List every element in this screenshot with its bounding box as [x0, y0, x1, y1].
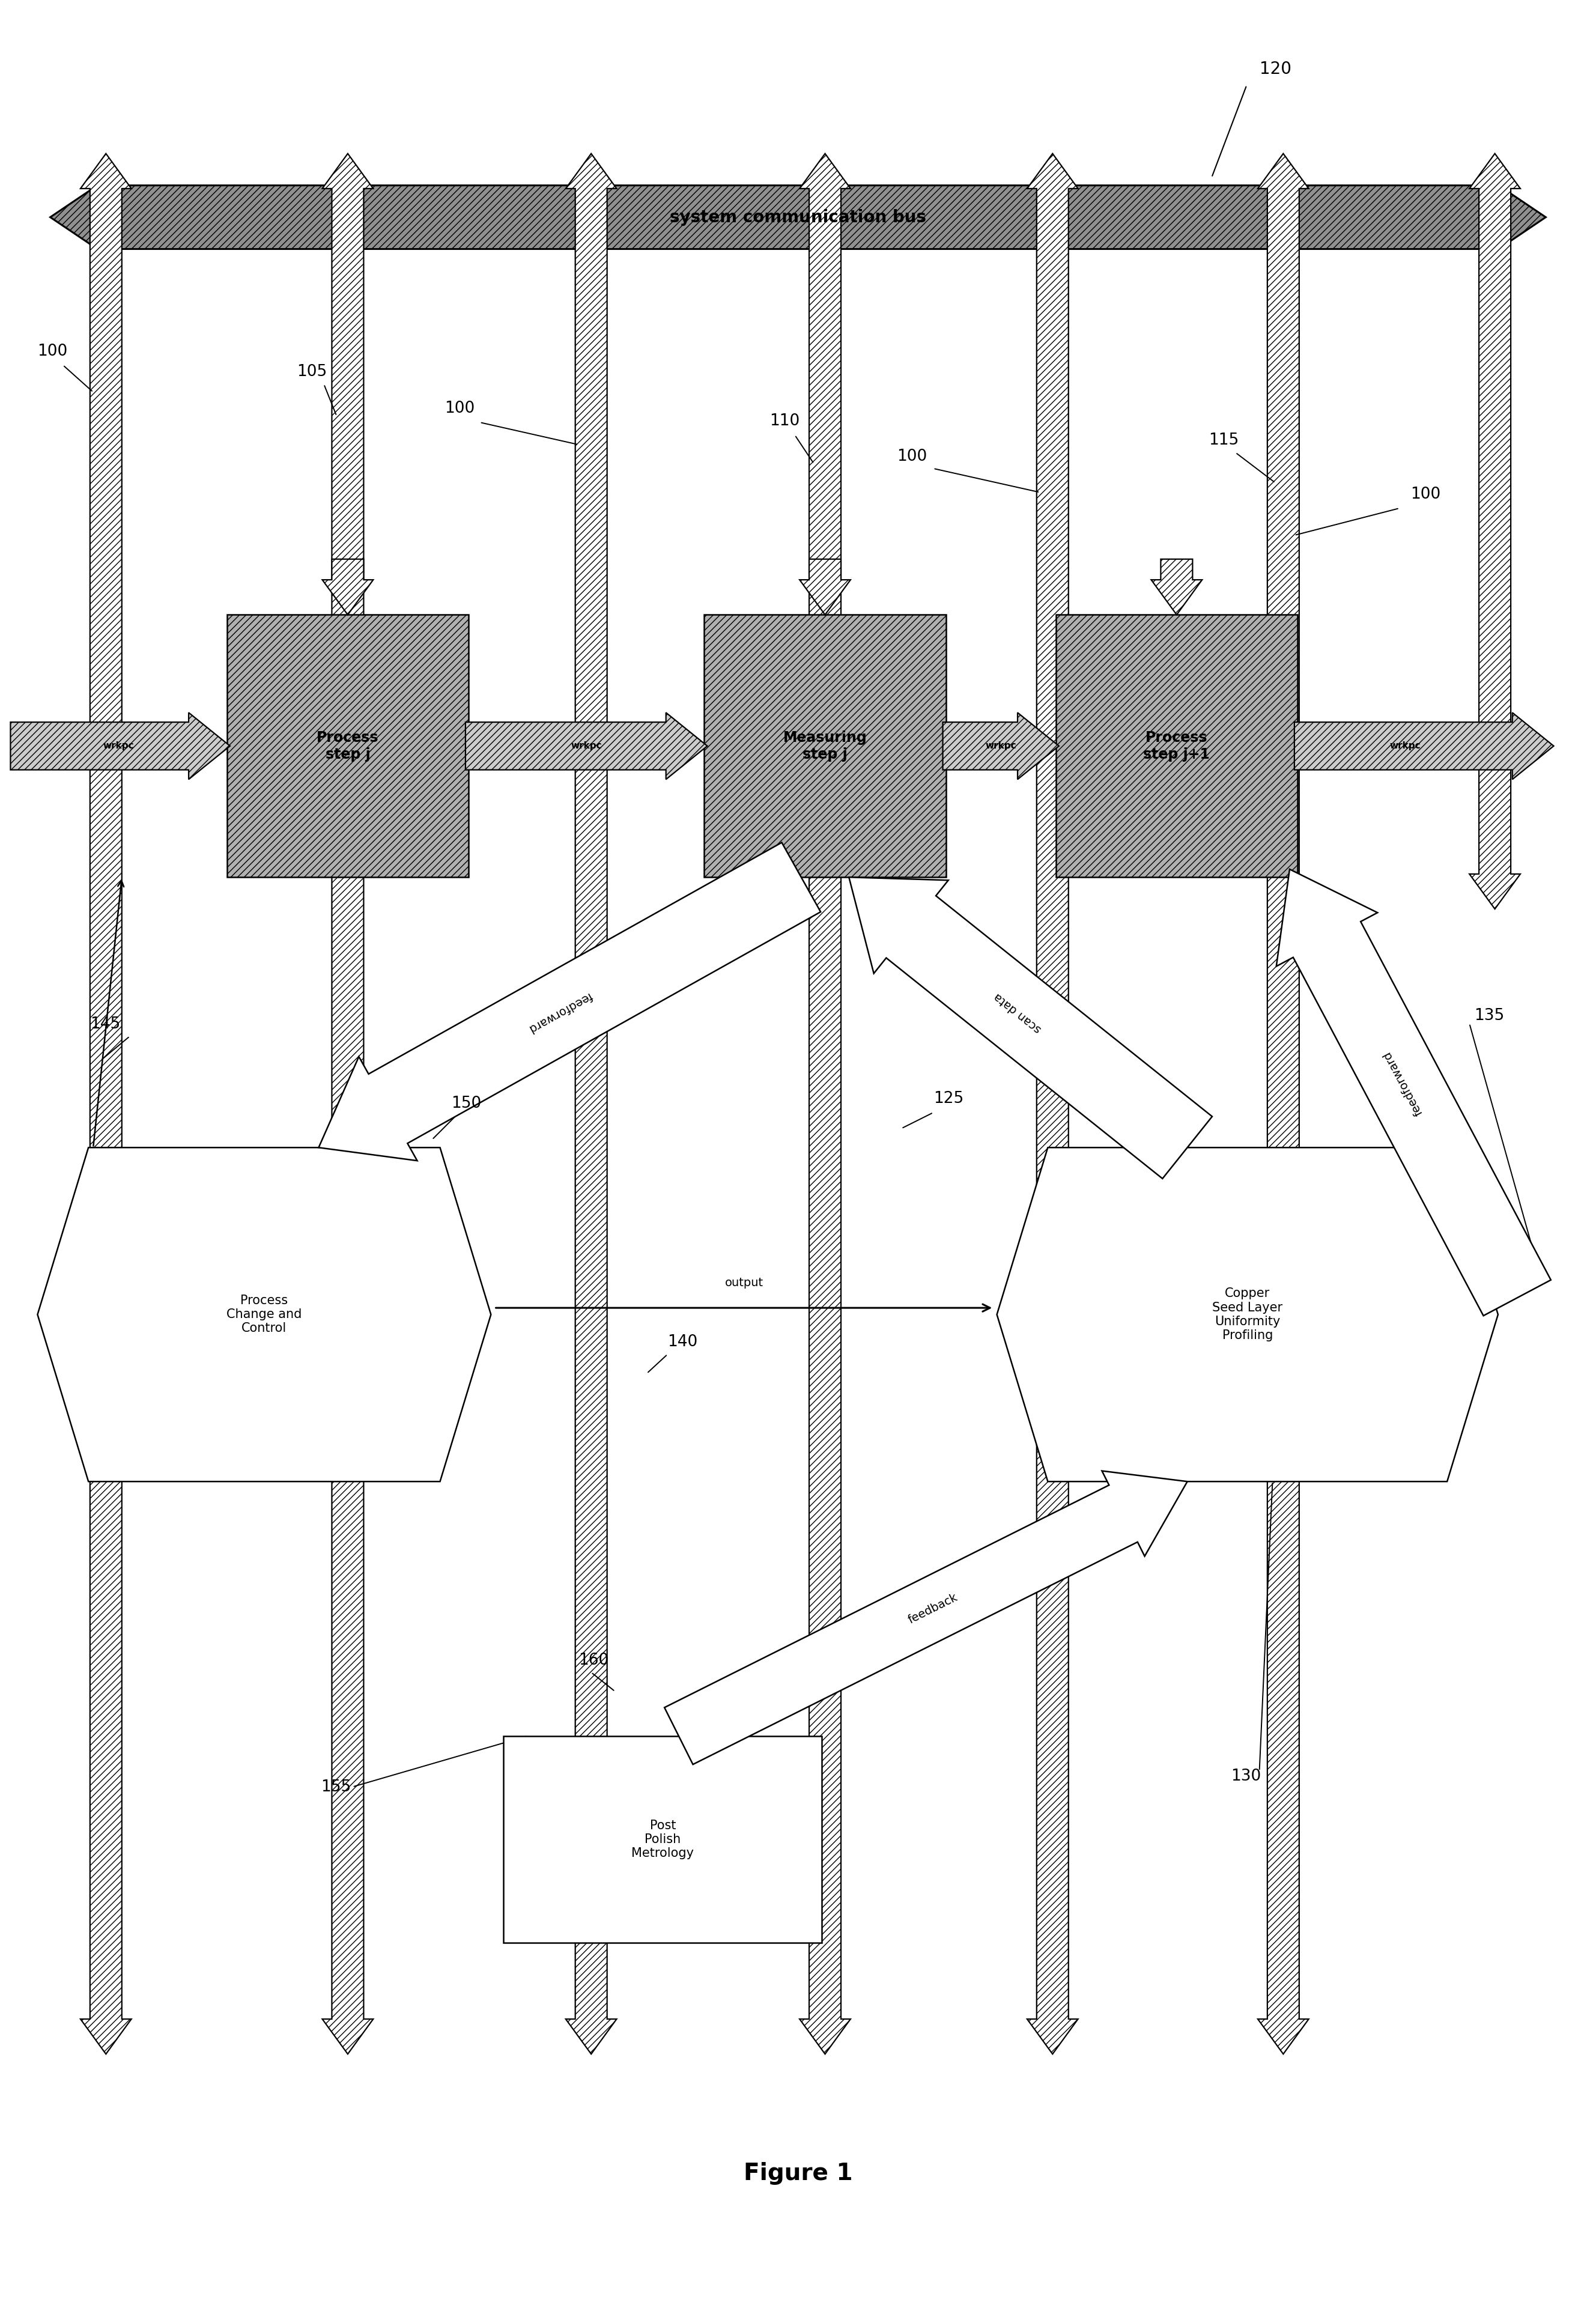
- Text: 100: 100: [445, 400, 476, 416]
- Text: wrkpc: wrkpc: [571, 742, 602, 751]
- Text: Process
step j+1: Process step j+1: [1143, 730, 1210, 763]
- Polygon shape: [849, 878, 1211, 1179]
- Polygon shape: [49, 173, 1547, 261]
- Text: 125: 125: [934, 1091, 964, 1107]
- Polygon shape: [1151, 559, 1202, 615]
- Text: system communication bus: system communication bus: [670, 208, 926, 226]
- Text: wrkpc: wrkpc: [104, 742, 134, 751]
- Polygon shape: [37, 1149, 492, 1481]
- Text: Process
Change and
Control: Process Change and Control: [227, 1294, 302, 1333]
- Text: feedforward: feedforward: [1382, 1049, 1425, 1119]
- Text: wrkpc: wrkpc: [985, 742, 1017, 751]
- Polygon shape: [1277, 869, 1551, 1315]
- Text: 100: 100: [37, 344, 67, 358]
- Text: 115: 115: [1208, 432, 1238, 448]
- Text: 120: 120: [1259, 60, 1291, 79]
- Polygon shape: [322, 559, 373, 615]
- Text: Process
step j: Process step j: [316, 730, 378, 763]
- Text: 105: 105: [297, 365, 327, 379]
- Polygon shape: [800, 153, 851, 2054]
- Polygon shape: [322, 153, 373, 2054]
- Text: output: output: [725, 1278, 763, 1290]
- Text: 140: 140: [667, 1333, 697, 1350]
- Text: 145: 145: [89, 1017, 120, 1033]
- Polygon shape: [664, 1470, 1187, 1763]
- Text: feedforward: feedforward: [527, 989, 594, 1035]
- Bar: [504, 1736, 822, 1944]
- Polygon shape: [943, 712, 1058, 779]
- Text: wrkpc: wrkpc: [1390, 742, 1420, 751]
- Text: Post
Polish
Metrology: Post Polish Metrology: [632, 1819, 694, 1860]
- Text: Measuring
step j: Measuring step j: [784, 730, 867, 763]
- Text: Figure 1: Figure 1: [744, 2161, 852, 2184]
- Polygon shape: [1028, 153, 1077, 2054]
- Polygon shape: [565, 153, 616, 2054]
- Polygon shape: [1258, 153, 1309, 2054]
- Polygon shape: [11, 712, 230, 779]
- Text: scan data: scan data: [993, 989, 1044, 1035]
- Bar: [227, 615, 469, 878]
- Text: 150: 150: [452, 1095, 482, 1112]
- Polygon shape: [319, 844, 820, 1160]
- Polygon shape: [1294, 712, 1555, 779]
- Text: Copper
Seed Layer
Uniformity
Profiling: Copper Seed Layer Uniformity Profiling: [1213, 1287, 1283, 1340]
- Text: 110: 110: [769, 414, 800, 430]
- Bar: [1055, 615, 1298, 878]
- Text: 160: 160: [578, 1652, 608, 1669]
- Polygon shape: [800, 559, 851, 615]
- Text: 100: 100: [897, 448, 927, 465]
- Text: 135: 135: [1475, 1008, 1505, 1024]
- Text: 100: 100: [1411, 488, 1441, 501]
- Polygon shape: [1470, 153, 1521, 908]
- Bar: [704, 615, 946, 878]
- Polygon shape: [80, 153, 131, 2054]
- Polygon shape: [466, 712, 707, 779]
- Text: 155: 155: [321, 1779, 351, 1796]
- Polygon shape: [998, 1149, 1499, 1481]
- Text: 130: 130: [1231, 1768, 1261, 1784]
- Text: feedback: feedback: [907, 1592, 959, 1627]
